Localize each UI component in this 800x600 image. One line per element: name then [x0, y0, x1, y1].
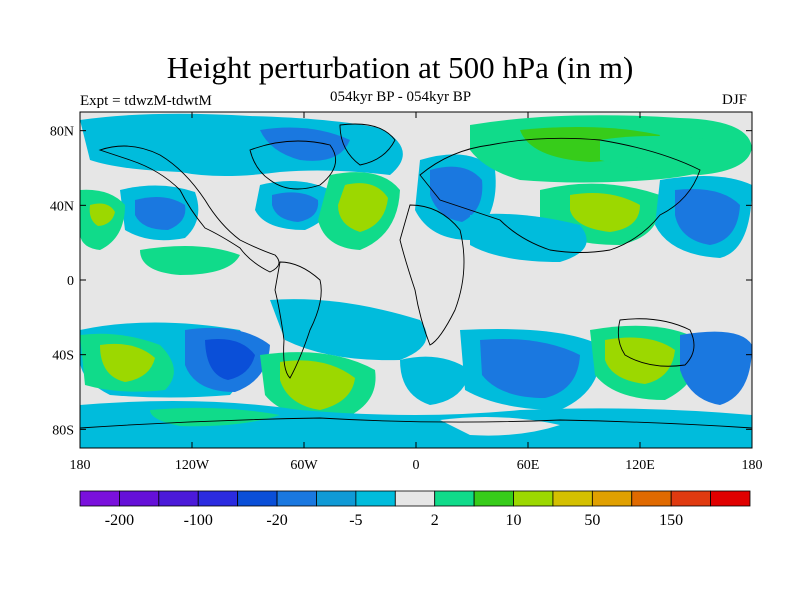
coastlines: [80, 123, 752, 429]
contour-fill-pacific-low-core: [135, 196, 186, 230]
lat-label: 0: [67, 274, 74, 289]
lon-label: 180: [742, 458, 763, 473]
coast-australia: [617, 318, 695, 367]
contour-fill-tropical-pac: [140, 246, 240, 275]
colorbar-box: [552, 490, 593, 507]
lat-label: 80N: [50, 125, 74, 140]
colorbar-tick-label: 2: [431, 512, 439, 529]
coast-south-america: [274, 261, 322, 379]
colorbar-box: [434, 490, 475, 507]
colorbar-tick-label: 50: [584, 512, 600, 529]
colorbar-box: [316, 490, 357, 507]
contour-fill-sp-high-core: [100, 343, 155, 382]
lon-label: 60W: [290, 458, 318, 473]
colorbar-box: [276, 490, 317, 507]
map-area: [80, 112, 752, 448]
contour-fill-nw-pacific-low-core: [675, 189, 740, 245]
coast-greenland: [339, 123, 396, 166]
contour-fill-arctic-na: [80, 113, 403, 176]
contour-fill-australia-high-core: [605, 337, 675, 384]
contour-fill-atlantic-high-core: [338, 183, 388, 232]
colorbar-tick-label: -20: [266, 512, 287, 529]
experiment-label: Expt = tdwzM-tdwtM: [80, 93, 212, 109]
coast-canada-arctic: [249, 140, 337, 190]
contour-fill-europe-low-core: [430, 166, 483, 222]
colorbar-box: [670, 490, 711, 507]
lon-label: 120W: [175, 458, 210, 473]
coast-eurasia: [419, 137, 701, 253]
coast-north-america: [98, 145, 280, 273]
contour-fill-us-low-core: [272, 192, 319, 222]
contour-fill-arctic-core: [260, 127, 350, 161]
colorbar-box: [237, 490, 278, 507]
colorbar-box: [197, 490, 239, 507]
colorbar-box: [513, 490, 554, 507]
contour-fill-np-high-core: [89, 203, 115, 226]
colorbar-box: [355, 490, 396, 507]
contour-fill-asia-high-core: [570, 192, 640, 232]
lon-label: 0: [413, 458, 420, 473]
colorbar-tick-label: 150: [659, 512, 683, 529]
contour-fill-far-east-high: [600, 136, 752, 175]
colorbar-box: [119, 490, 160, 507]
lat-label: 40N: [50, 199, 74, 214]
colorbar: -200 -100 -20 -5 2 10 50 150: [79, 490, 751, 529]
latitude-axis: 80N 40N 0 40S 80S: [50, 125, 752, 438]
colorbar-box: [394, 490, 436, 507]
lon-label: 60E: [517, 458, 540, 473]
lon-label: 120E: [625, 458, 655, 473]
coast-africa: [399, 204, 465, 346]
coast-antarctica: [80, 417, 752, 429]
contour-fills: [80, 113, 752, 448]
lat-label: 80S: [52, 423, 74, 438]
plot-subtitle: 054kyr BP - 054kyr BP: [330, 89, 472, 105]
contour-fill-antarctic-high: [150, 407, 280, 427]
lat-label: 40S: [52, 349, 74, 364]
contour-fill-sw-pacific-low: [680, 331, 752, 405]
contour-fill-se-pacific-low-core: [205, 339, 255, 380]
plot-title: Height perturbation at 500 hPa (in m): [166, 50, 634, 85]
colorbar-box: [79, 490, 120, 507]
colorbar-box: [473, 490, 514, 507]
season-label: DJF: [722, 92, 748, 108]
colorbar-tick-label: -100: [184, 512, 213, 529]
colorbar-box: [591, 490, 633, 507]
contour-fill-antarctic-gap: [440, 416, 560, 436]
colorbar-box: [631, 490, 672, 507]
lon-label: 180: [70, 458, 91, 473]
colorbar-tick-label: 10: [506, 512, 522, 529]
contour-fill-s-atlantic-high-core: [280, 360, 355, 410]
contour-fill-india-low: [470, 213, 587, 262]
colorbar-box: [710, 490, 751, 507]
colorbar-tick-label: -200: [105, 512, 134, 529]
colorbar-box: [158, 490, 199, 507]
contour-fill-s-atlantic-low: [400, 356, 470, 405]
colorbar-tick-label: -5: [349, 512, 362, 529]
contour-fill-sa-low: [270, 299, 427, 361]
longitude-axis: 180 120W 60W 0 60E 120E 180: [70, 112, 763, 473]
contour-fill-s-indian-low-core: [480, 339, 580, 398]
